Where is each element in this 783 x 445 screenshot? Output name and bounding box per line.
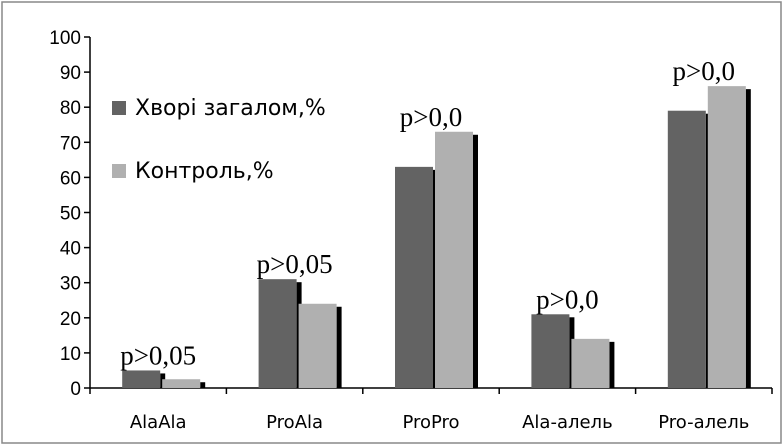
y-tick-label: 0 (70, 379, 81, 400)
x-tick-label: Pro-алель (658, 412, 749, 433)
bar-shadow (473, 134, 478, 388)
y-tick-label: 100 (49, 28, 81, 49)
y-tick-label: 20 (60, 309, 81, 330)
bar (435, 131, 473, 388)
bar (531, 314, 570, 388)
y-tick-label: 40 (60, 239, 81, 260)
bar (707, 86, 746, 388)
bar (395, 166, 433, 388)
bar-shadow (745, 89, 751, 388)
bar (571, 338, 610, 388)
y-tick-label: 10 (60, 344, 81, 365)
bar (258, 279, 297, 388)
p-value-annotation: p>0,05 (257, 249, 333, 279)
legend-label: Контроль,% (135, 159, 274, 184)
p-value-annotation: p>0,0 (400, 102, 462, 132)
x-tick-label: Ala-алель (522, 412, 613, 433)
y-tick-label: 30 (60, 274, 81, 295)
bar (162, 379, 201, 388)
bar (667, 110, 706, 389)
y-tick-label: 70 (60, 133, 81, 154)
y-tick-label: 80 (60, 98, 81, 119)
p-value-annotation: p>0,0 (536, 284, 598, 314)
bar (298, 303, 337, 388)
bar-shadow (609, 341, 615, 388)
p-value-annotation: p>0,05 (120, 340, 196, 370)
bar (122, 370, 161, 388)
y-tick-label: 90 (60, 63, 81, 84)
x-tick-label: AlaAla (130, 412, 187, 433)
legend-swatch (112, 101, 126, 115)
bar-shadow (200, 382, 206, 388)
p-value-annotation: p>0,0 (673, 56, 735, 86)
labels: AlaAla p>0,05 ProAla p>0,05 ProPro p>0,0 Ala-а… (120, 56, 749, 433)
legend: Хворі загалом,% Контроль,% (112, 96, 326, 184)
bar-shadow (336, 306, 342, 388)
x-tick-label: ProAla (266, 412, 323, 433)
legend-label: Хворі загалом,% (135, 96, 326, 121)
legend-swatch (112, 164, 126, 178)
bars (122, 86, 751, 389)
y-tick-label: 50 (60, 204, 81, 225)
x-tick-label: ProPro (402, 412, 459, 433)
y-tick-label: 60 (60, 168, 81, 189)
axes: 0 10 20 30 40 50 60 70 80 90 100 (49, 28, 773, 400)
